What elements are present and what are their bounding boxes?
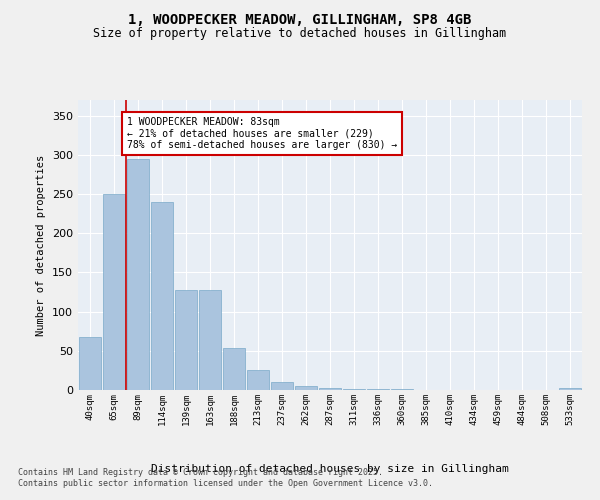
Bar [559, 388, 581, 390]
Text: 1 WOODPECKER MEADOW: 83sqm
← 21% of detached houses are smaller (229)
78% of sem: 1 WOODPECKER MEADOW: 83sqm ← 21% of deta… [127, 117, 397, 150]
Bar [295, 386, 317, 390]
Bar [319, 388, 341, 390]
Text: Size of property relative to detached houses in Gillingham: Size of property relative to detached ho… [94, 28, 506, 40]
Bar [343, 389, 365, 390]
X-axis label: Distribution of detached houses by size in Gillingham: Distribution of detached houses by size … [151, 464, 509, 474]
Bar [367, 389, 389, 390]
Bar [271, 382, 293, 390]
Bar [175, 290, 197, 390]
Bar [247, 370, 269, 390]
Y-axis label: Number of detached properties: Number of detached properties [37, 154, 46, 336]
Text: 1, WOODPECKER MEADOW, GILLINGHAM, SP8 4GB: 1, WOODPECKER MEADOW, GILLINGHAM, SP8 4G… [128, 12, 472, 26]
Bar [127, 159, 149, 390]
Bar [391, 389, 413, 390]
Bar [199, 290, 221, 390]
Bar [223, 348, 245, 390]
Bar [151, 202, 173, 390]
Bar [103, 194, 125, 390]
Bar [79, 336, 101, 390]
Text: Contains HM Land Registry data © Crown copyright and database right 2025.
Contai: Contains HM Land Registry data © Crown c… [18, 468, 433, 487]
